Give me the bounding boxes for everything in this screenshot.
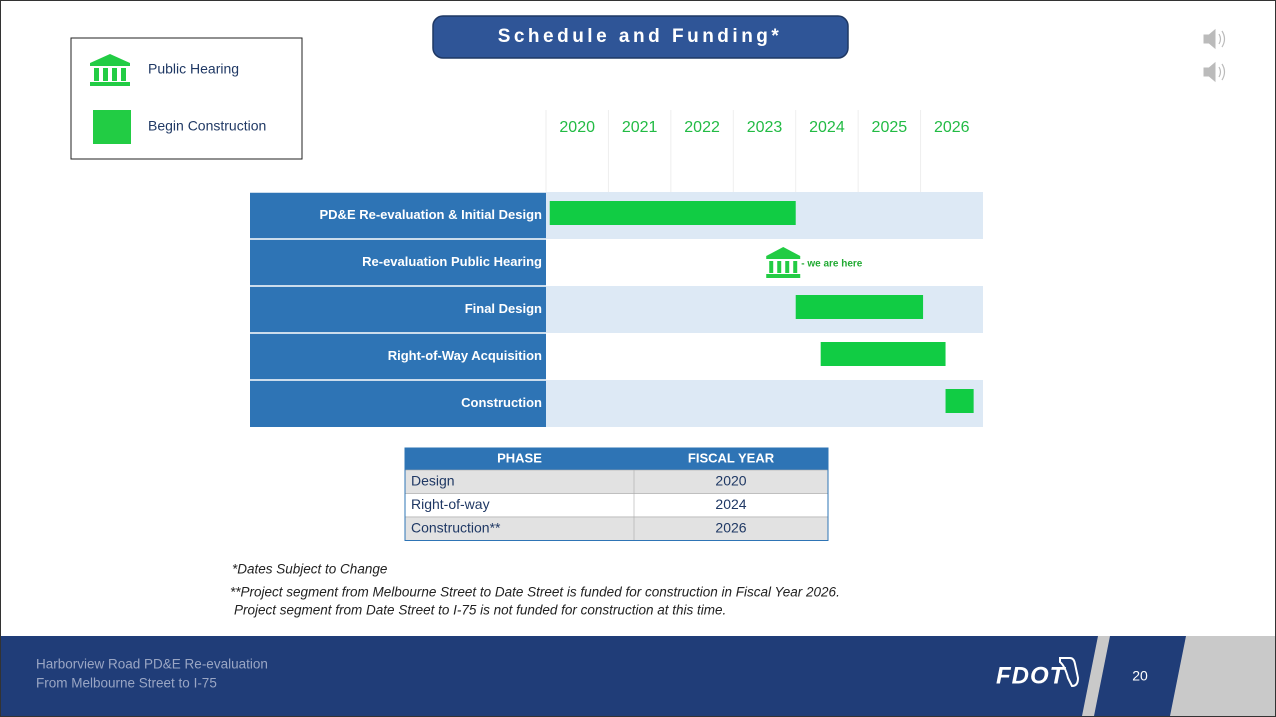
row-label-bg [250,239,546,286]
hearing-icon [766,247,801,278]
row-label-bg [250,286,546,333]
task-bar [549,201,796,225]
icon-column [793,261,798,273]
audio-icons [1203,28,1226,83]
footer-text: Harborview Road PD&E Re-evaluation [36,657,268,672]
year-label: 2022 [684,119,720,136]
year-label: 2025 [872,119,908,136]
table-cell: Design [411,472,455,488]
footer-band [1,636,1098,716]
title-pill [432,15,849,59]
task-bar [795,295,924,319]
legend-label: Public Hearing [148,61,239,77]
year-label: 2026 [934,119,970,136]
task-label: Right-of-Way Acquisition [388,348,542,363]
note: **Project segment from Melbourne Street … [230,585,840,600]
table-row-bg [404,469,829,494]
row-bg [546,239,983,286]
row-bg [546,380,983,427]
table-header: PHASE [497,450,542,465]
table-header: FISCAL YEAR [688,450,775,465]
icon-column [769,261,774,273]
icon-column [785,261,790,273]
table-border [404,447,829,541]
table-header-bg [405,448,828,470]
task-label: PD&E Re-evaluation & Initial Design [320,207,543,222]
task-label: Construction [461,395,542,410]
table-cell: Right-of-way [411,496,490,512]
year-label: 2021 [622,119,658,136]
footer-text: From Melbourne Street to I-75 [36,676,217,691]
legend-label: Begin Construction [148,118,266,134]
fdot-logo: FDOT [996,662,1067,689]
year-label: 2020 [559,119,595,136]
task-bar [945,389,974,413]
icon-beam [766,256,801,259]
task-label: Final Design [465,301,542,316]
page-number-box [1094,636,1186,716]
page-number: 20 [1132,668,1148,684]
row-label-bg [250,333,546,380]
fdot-logo-shape [1059,657,1080,688]
note: *Dates Subject to Change [232,562,387,577]
year-label: 2024 [809,119,845,136]
table-cell: 2020 [715,472,746,488]
task-bar [820,342,946,366]
note: Project segment from Date Street to I-75… [234,603,726,618]
milestone-annotation: - we are here [801,259,863,270]
icon-roof [766,247,801,256]
icon-base [766,274,801,278]
title: Schedule and Funding* [498,26,783,47]
table-cell: 2026 [715,519,746,535]
icon-column [777,261,782,273]
gantt: 2020 2021 2022 2023 2024 2025 2026 PD&E Re-eval… [250,110,983,427]
table-cell: 2024 [715,496,746,512]
task-label: Re-evaluation Public Hearing [362,254,542,269]
year-label: 2023 [747,119,783,136]
row-label-bg [250,380,546,427]
table-cell: Construction** [411,519,501,535]
row-label-bg [250,192,546,239]
legend-hearing-icon [90,54,130,86]
phase-table: PHASE FISCAL YEAR Design 2020 Right-of-way 20… [404,447,829,541]
legend-construction-swatch [93,110,131,144]
